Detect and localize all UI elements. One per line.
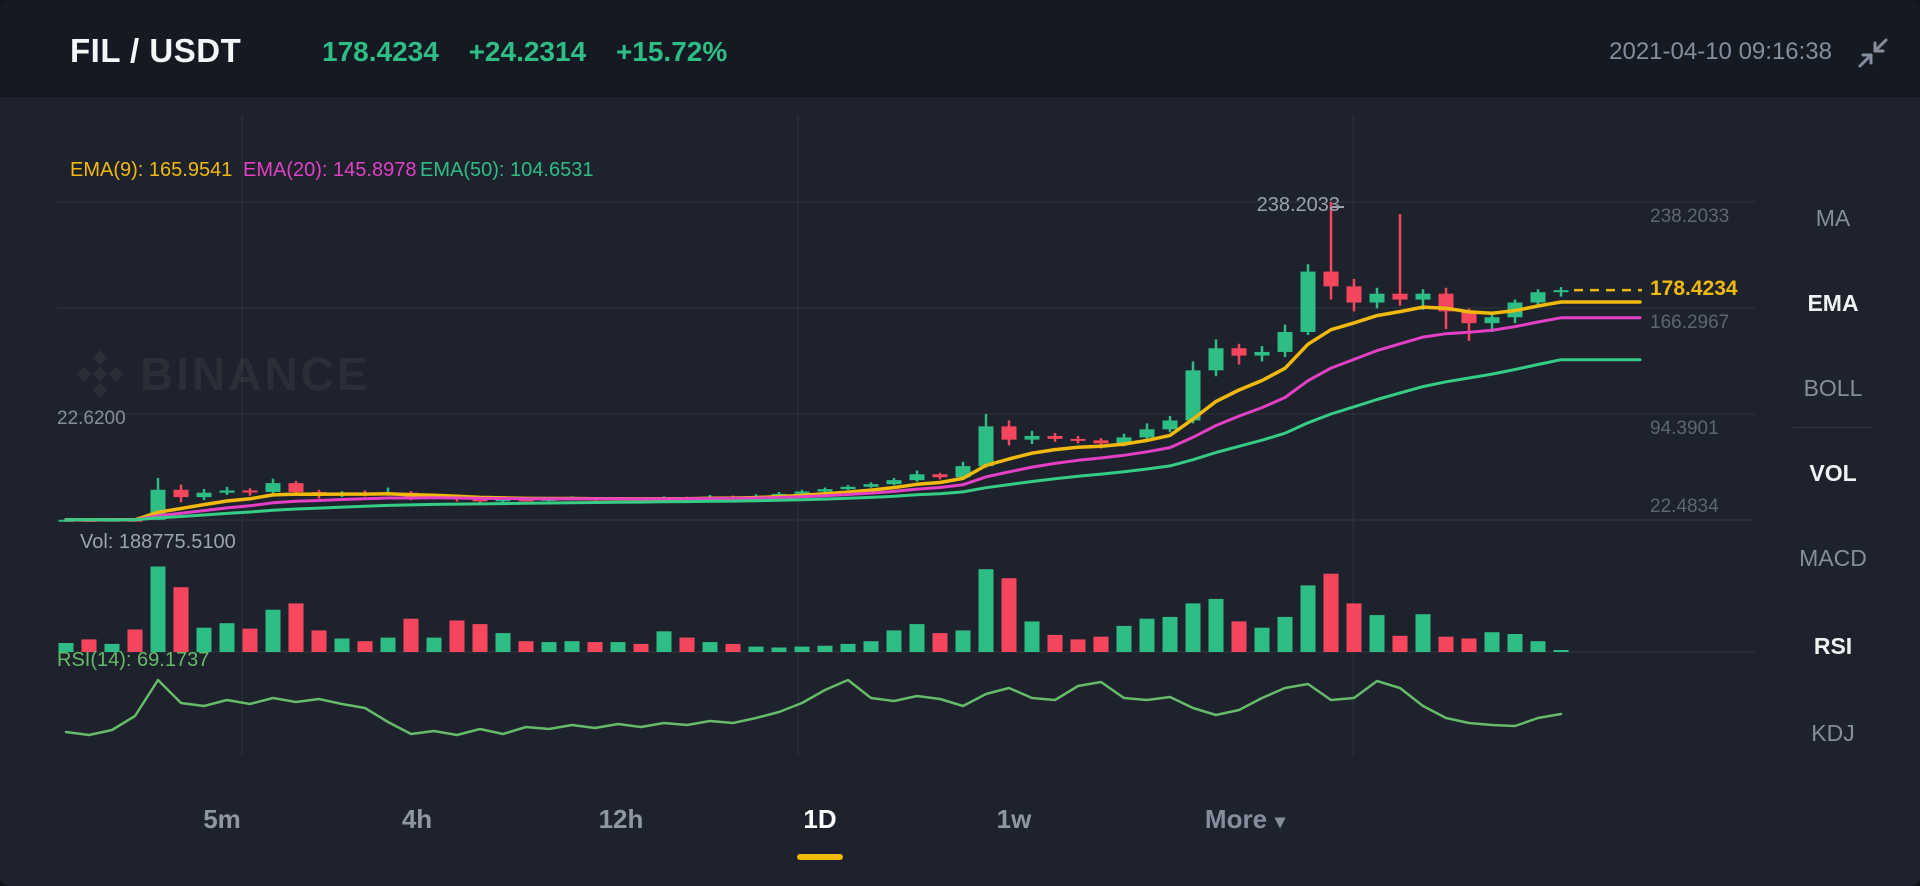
price-axis-label: 22.4834 <box>1650 496 1719 517</box>
timeframe-1d[interactable]: 1D <box>803 804 837 834</box>
symbol-title: FIL / USDT <box>70 32 242 69</box>
sidebar-item-vol[interactable]: VOL <box>1809 460 1857 486</box>
chevron-down-icon: ▾ <box>1275 811 1286 833</box>
sidebar-divider <box>1793 427 1873 428</box>
timeframe-bar: 5m 4h 12h 1D 1w More ▾ <box>0 762 1920 886</box>
legend-item-ema9: EMA(9): 165.9541 <box>70 159 233 181</box>
low-price-label: 22.6200 <box>57 408 126 429</box>
current-price-label: 178.4234 <box>1650 277 1738 301</box>
rsi-label: RSI(14): 69.1737 <box>57 649 210 671</box>
sidebar-item-kdj[interactable]: KDJ <box>1811 720 1855 746</box>
price-group: 178.4234 +24.2314 +15.72% <box>322 36 749 68</box>
timeframe-4h[interactable]: 4h <box>401 804 433 834</box>
chart-area[interactable]: EMA(9): 165.9541 EMA(20): 145.8978 EMA(50)… <box>0 97 1920 783</box>
indicator-sidebar: MA EMA BOLL VOL MACD RSI KDJ <box>1758 97 1920 762</box>
price-change-percent: +15.72% <box>615 36 728 67</box>
rsi-value: 69.1737 <box>137 649 210 671</box>
timeframe-5m[interactable]: 5m <box>203 804 241 834</box>
price-change: +24.2314 <box>468 36 587 67</box>
volume-value: 188775.5100 <box>118 531 236 553</box>
price-axis-label: 238.2033 <box>1650 206 1730 227</box>
legend-item-ema20: EMA(20): 145.8978 <box>243 159 417 181</box>
high-price-annotation: 238.2033 <box>1256 194 1340 216</box>
timeframe-12h[interactable]: 12h <box>598 804 644 834</box>
chart-timestamp: 2021-04-10 09:16:38 <box>1609 38 1832 65</box>
sidebar-item-rsi[interactable]: RSI <box>1813 633 1853 659</box>
sidebar-item-ma[interactable]: MA <box>1815 205 1851 231</box>
last-price: 178.4234 <box>322 36 439 67</box>
chart-header: FIL / USDT 178.4234 +24.2314 +15.72% 202… <box>0 0 1920 97</box>
timeframe-more-button[interactable]: More ▾ <box>1205 804 1285 835</box>
legend-item-ema50: EMA(50): 104.6531 <box>420 159 594 181</box>
indicator-legend: EMA(9): 165.9541 EMA(20): 145.8978 EMA(50)… <box>0 159 900 187</box>
price-axis-label: 166.2967 <box>1650 312 1730 333</box>
more-label: More <box>1204 804 1268 834</box>
collapse-icon[interactable] <box>1856 36 1890 70</box>
volume-label: Vol: 188775.5100 <box>80 531 236 553</box>
timeframe-1w[interactable]: 1w <box>996 804 1032 834</box>
sidebar-item-boll[interactable]: BOLL <box>1803 375 1863 401</box>
price-axis-label: 94.3901 <box>1650 418 1719 439</box>
sidebar-item-ema[interactable]: EMA <box>1807 290 1859 316</box>
active-timeframe-underline <box>797 854 843 860</box>
sidebar-item-macd[interactable]: MACD <box>1799 545 1867 571</box>
